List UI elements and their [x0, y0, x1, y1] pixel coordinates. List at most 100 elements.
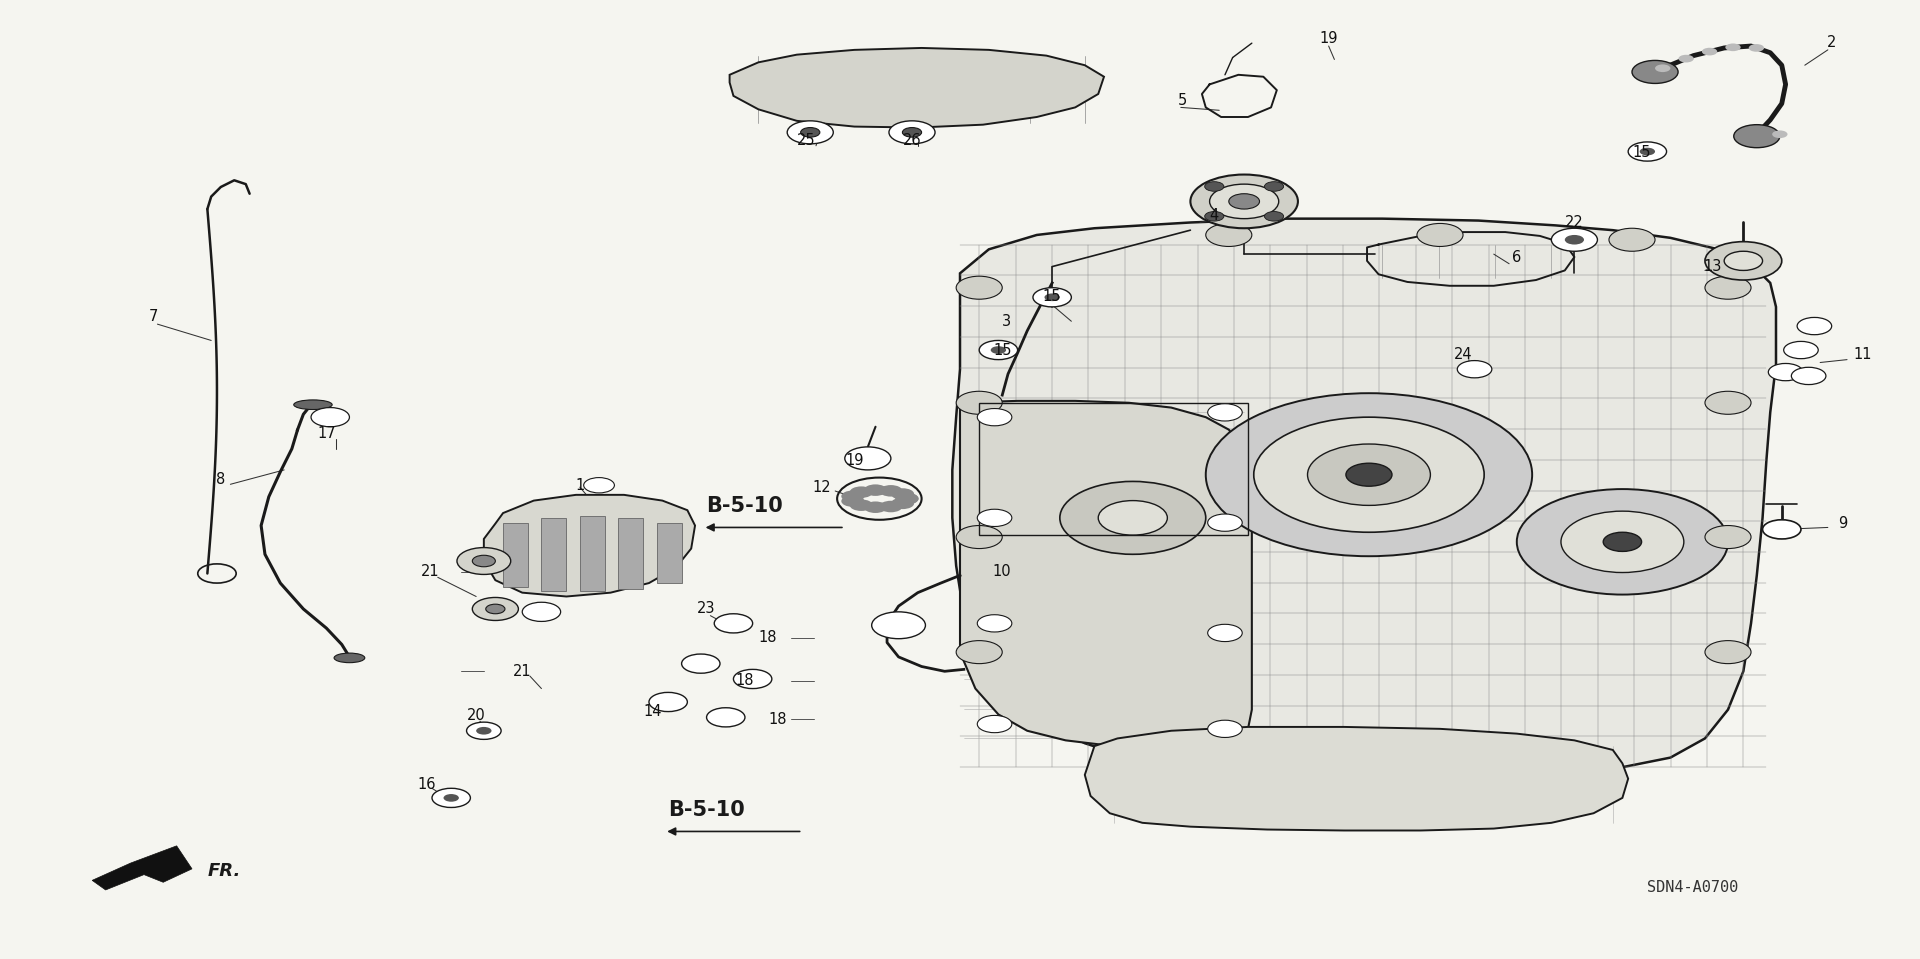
Text: 9: 9	[1839, 516, 1847, 531]
Circle shape	[444, 794, 459, 802]
Circle shape	[891, 488, 914, 500]
Circle shape	[891, 498, 914, 509]
Text: 3: 3	[1002, 314, 1010, 329]
Text: 4: 4	[1210, 208, 1217, 223]
Circle shape	[1208, 624, 1242, 642]
Circle shape	[1705, 391, 1751, 414]
Circle shape	[1705, 276, 1751, 299]
Ellipse shape	[334, 653, 365, 663]
Text: 18: 18	[735, 673, 755, 689]
Circle shape	[1655, 64, 1670, 72]
Text: 2: 2	[1828, 35, 1836, 50]
Circle shape	[707, 708, 745, 727]
Circle shape	[457, 548, 511, 574]
Text: 17: 17	[317, 426, 336, 441]
Text: 15: 15	[993, 342, 1012, 358]
Text: 23: 23	[697, 601, 716, 617]
Circle shape	[1705, 242, 1782, 280]
Circle shape	[889, 121, 935, 144]
Polygon shape	[503, 523, 528, 587]
Circle shape	[472, 597, 518, 620]
Circle shape	[1609, 228, 1655, 251]
Circle shape	[1308, 444, 1430, 505]
Circle shape	[1768, 363, 1803, 381]
Text: 14: 14	[643, 704, 662, 719]
Circle shape	[1603, 532, 1642, 551]
Polygon shape	[952, 219, 1776, 781]
Circle shape	[1346, 463, 1392, 486]
Polygon shape	[541, 518, 566, 591]
Text: 18: 18	[768, 712, 787, 727]
Text: 7: 7	[150, 309, 157, 324]
Polygon shape	[580, 516, 605, 591]
Circle shape	[872, 612, 925, 639]
Polygon shape	[657, 523, 682, 583]
Circle shape	[522, 602, 561, 621]
Text: 21: 21	[513, 664, 532, 679]
Circle shape	[1190, 175, 1298, 228]
Circle shape	[1204, 181, 1223, 191]
Text: 13: 13	[1703, 259, 1722, 274]
Circle shape	[486, 604, 505, 614]
Circle shape	[841, 490, 864, 502]
Circle shape	[1417, 223, 1463, 246]
Ellipse shape	[294, 400, 332, 409]
Circle shape	[1208, 720, 1242, 737]
Text: 24: 24	[1453, 347, 1473, 363]
Circle shape	[879, 501, 902, 512]
Text: B-5-10: B-5-10	[668, 801, 745, 820]
Circle shape	[977, 615, 1012, 632]
Text: 16: 16	[417, 777, 436, 792]
Circle shape	[1206, 393, 1532, 556]
Circle shape	[991, 346, 1006, 354]
Circle shape	[1265, 212, 1284, 222]
Circle shape	[1705, 526, 1751, 549]
Text: B-5-10: B-5-10	[707, 497, 783, 516]
Circle shape	[1797, 317, 1832, 335]
Circle shape	[851, 500, 874, 511]
Circle shape	[1724, 251, 1763, 270]
Circle shape	[977, 409, 1012, 426]
Text: 15: 15	[1043, 289, 1062, 304]
Circle shape	[845, 447, 891, 470]
Text: 26: 26	[902, 132, 922, 148]
Circle shape	[1628, 142, 1667, 161]
Circle shape	[1517, 489, 1728, 595]
Circle shape	[902, 128, 922, 137]
Circle shape	[851, 486, 874, 498]
Circle shape	[1098, 501, 1167, 535]
Circle shape	[956, 276, 1002, 299]
Text: 22: 22	[1565, 215, 1584, 230]
Circle shape	[1701, 48, 1716, 56]
Circle shape	[879, 485, 902, 497]
Circle shape	[1565, 235, 1584, 245]
Circle shape	[476, 727, 492, 735]
Circle shape	[1678, 55, 1693, 62]
Circle shape	[1208, 514, 1242, 531]
Circle shape	[714, 614, 753, 633]
Circle shape	[864, 484, 887, 496]
Circle shape	[1561, 511, 1684, 573]
Circle shape	[1784, 341, 1818, 359]
Circle shape	[956, 391, 1002, 414]
Text: 19: 19	[845, 453, 864, 468]
Circle shape	[472, 555, 495, 567]
Text: 8: 8	[217, 472, 225, 487]
Text: 11: 11	[1853, 347, 1872, 363]
Circle shape	[1229, 194, 1260, 209]
Circle shape	[801, 128, 820, 137]
Circle shape	[1044, 293, 1060, 301]
Circle shape	[1749, 44, 1764, 52]
Text: 1: 1	[576, 478, 584, 493]
Text: 21: 21	[420, 564, 440, 579]
Text: 5: 5	[1179, 93, 1187, 108]
Text: 12: 12	[812, 480, 831, 495]
Circle shape	[1208, 404, 1242, 421]
Text: 10: 10	[993, 564, 1012, 579]
Circle shape	[1204, 212, 1223, 222]
Circle shape	[682, 654, 720, 673]
Circle shape	[1210, 184, 1279, 219]
Circle shape	[1254, 417, 1484, 532]
Circle shape	[467, 722, 501, 739]
Text: 25: 25	[797, 132, 816, 148]
